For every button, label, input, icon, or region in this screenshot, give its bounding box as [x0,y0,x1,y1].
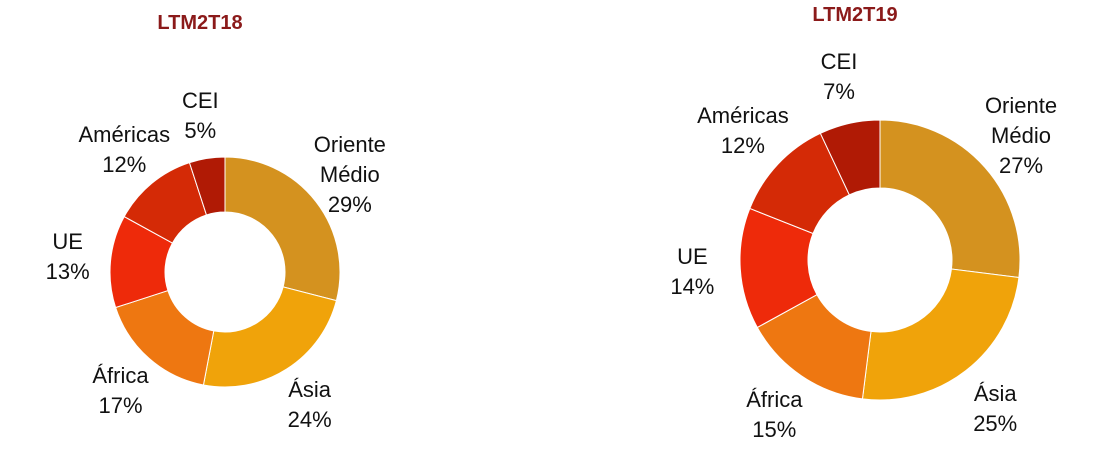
category-label: CEI [820,48,858,74]
category-label: UE [677,243,708,269]
value-label: 14% [670,273,715,299]
value-label: 27% [998,152,1044,178]
category-label: Ásia [288,377,332,403]
value-label: 24% [287,407,332,433]
slice-label: Oriente Médio 27% [965,91,1077,181]
category-label: Oriente Médio [984,92,1058,148]
chart-title: LTM2T18 [157,12,243,34]
slice-label: Ásia 24% [254,375,366,435]
category-label: Ásia [973,380,1017,406]
slice [224,156,341,302]
slice-label: UE 14% [636,242,748,302]
chart-title: LTM2T19 [812,4,898,26]
slice [861,268,1020,401]
slice-label: África 15% [718,385,830,445]
category-label: África [746,387,803,413]
slice-label: Ásia 25% [939,379,1051,439]
value-label: 15% [752,417,797,443]
category-label: África [92,362,149,388]
slice-label: UE 13% [12,227,124,287]
value-label: 25% [973,410,1018,436]
slice [202,286,337,388]
category-label: UE [52,229,83,255]
category-label: CEI [181,87,219,113]
category-label: Oriente Médio [313,132,386,188]
value-label: 12% [720,133,765,159]
category-label: Américas [78,122,171,148]
slice [188,156,226,216]
value-label: 5% [184,117,217,143]
slice-label: Américas 12% [687,101,799,161]
slice-label: CEI 7% [783,47,895,107]
slice-label: Américas 12% [68,120,180,180]
slice [819,119,881,196]
category-label: Américas [697,103,789,129]
value-label: 13% [45,259,90,285]
value-label: 29% [327,192,372,218]
value-label: 17% [98,392,143,418]
value-label: 7% [823,78,855,104]
value-label: 12% [102,152,147,178]
slice-label: Oriente Médio 29% [294,130,406,220]
slice-label: África 17% [65,361,177,421]
slice-label: CEI 5% [144,86,256,146]
slice [879,119,1021,279]
